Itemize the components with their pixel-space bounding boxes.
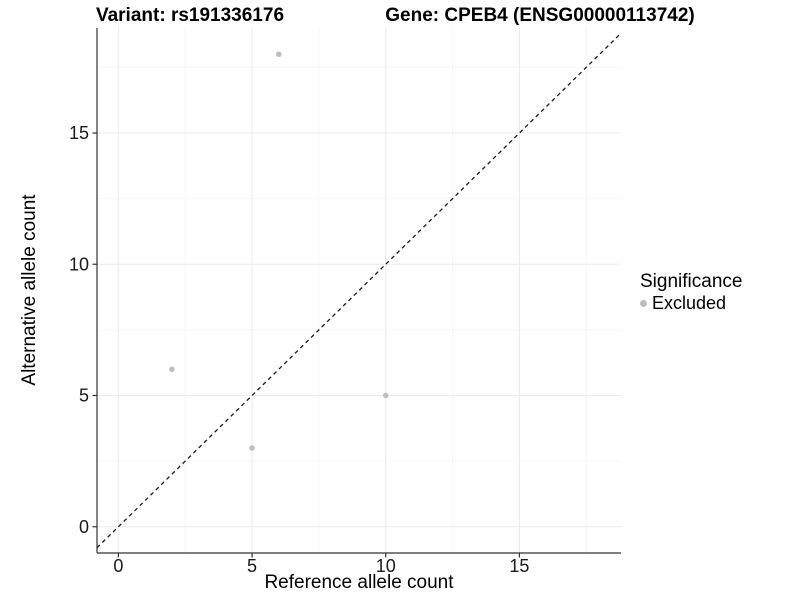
x-tick-label: 10 bbox=[376, 556, 396, 576]
data-point bbox=[169, 366, 175, 373]
data-point bbox=[249, 445, 255, 451]
data-point bbox=[382, 392, 389, 399]
plot-panel bbox=[97, 28, 621, 553]
legend-point-icon bbox=[640, 299, 647, 307]
x-tick-label: 0 bbox=[113, 556, 123, 576]
x-axis-title: Reference allele count bbox=[264, 572, 454, 593]
legend-title: Significance bbox=[640, 271, 743, 292]
x-tick-label: 5 bbox=[247, 556, 257, 576]
y-tick-label: 0 bbox=[79, 517, 89, 537]
y-tick-label: 10 bbox=[69, 254, 89, 274]
data-point bbox=[275, 51, 282, 58]
legend-item: Excluded bbox=[640, 293, 742, 313]
gene-title: Gene: CPEB4 (ENSG00000113742) bbox=[385, 5, 695, 26]
y-tick-label: 5 bbox=[79, 386, 89, 406]
legend: Significance Excluded bbox=[640, 271, 742, 313]
y-axis-title: Alternative allele count bbox=[19, 194, 40, 386]
y-tick-label: 15 bbox=[69, 123, 89, 143]
legend-item-label: Excluded bbox=[652, 293, 727, 313]
identity-line bbox=[96, 32, 622, 549]
x-tick-label: 15 bbox=[509, 556, 529, 576]
variant-title: Variant: rs191336176 bbox=[95, 5, 285, 26]
